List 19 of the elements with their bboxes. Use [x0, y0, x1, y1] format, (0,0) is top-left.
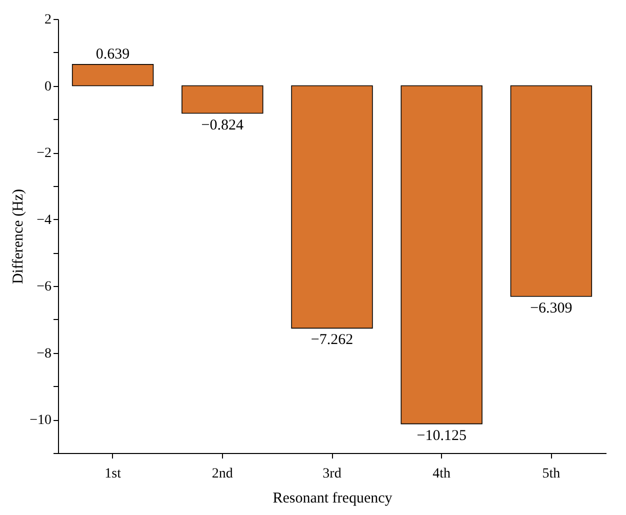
x-tick-label: 3rd	[322, 466, 342, 482]
y-tick-label: −10	[30, 413, 52, 428]
x-tick-label: 4th	[432, 466, 451, 482]
y-tick-label: 0	[44, 79, 52, 94]
x-axis-title: Resonant frequency	[272, 490, 393, 506]
y-tick-label: 2	[44, 12, 52, 28]
x-tick-label: 5th	[542, 466, 560, 482]
data-label: −0.824	[201, 117, 244, 134]
y-tick-label: −8	[36, 346, 52, 362]
x-tick-label: 1st	[104, 466, 122, 482]
data-label: −7.262	[310, 332, 354, 348]
x-tick-label: 2nd	[212, 466, 233, 482]
data-label: 0.639	[96, 46, 130, 62]
data-label: −10.125	[416, 428, 466, 444]
data-label: −6.309	[530, 300, 572, 316]
y-tick-label: −2	[36, 146, 52, 162]
y-tick-label: −6	[36, 280, 52, 295]
y-tick-label: −4	[36, 212, 52, 228]
y-axis-title: Difference (Hz)	[10, 188, 27, 284]
